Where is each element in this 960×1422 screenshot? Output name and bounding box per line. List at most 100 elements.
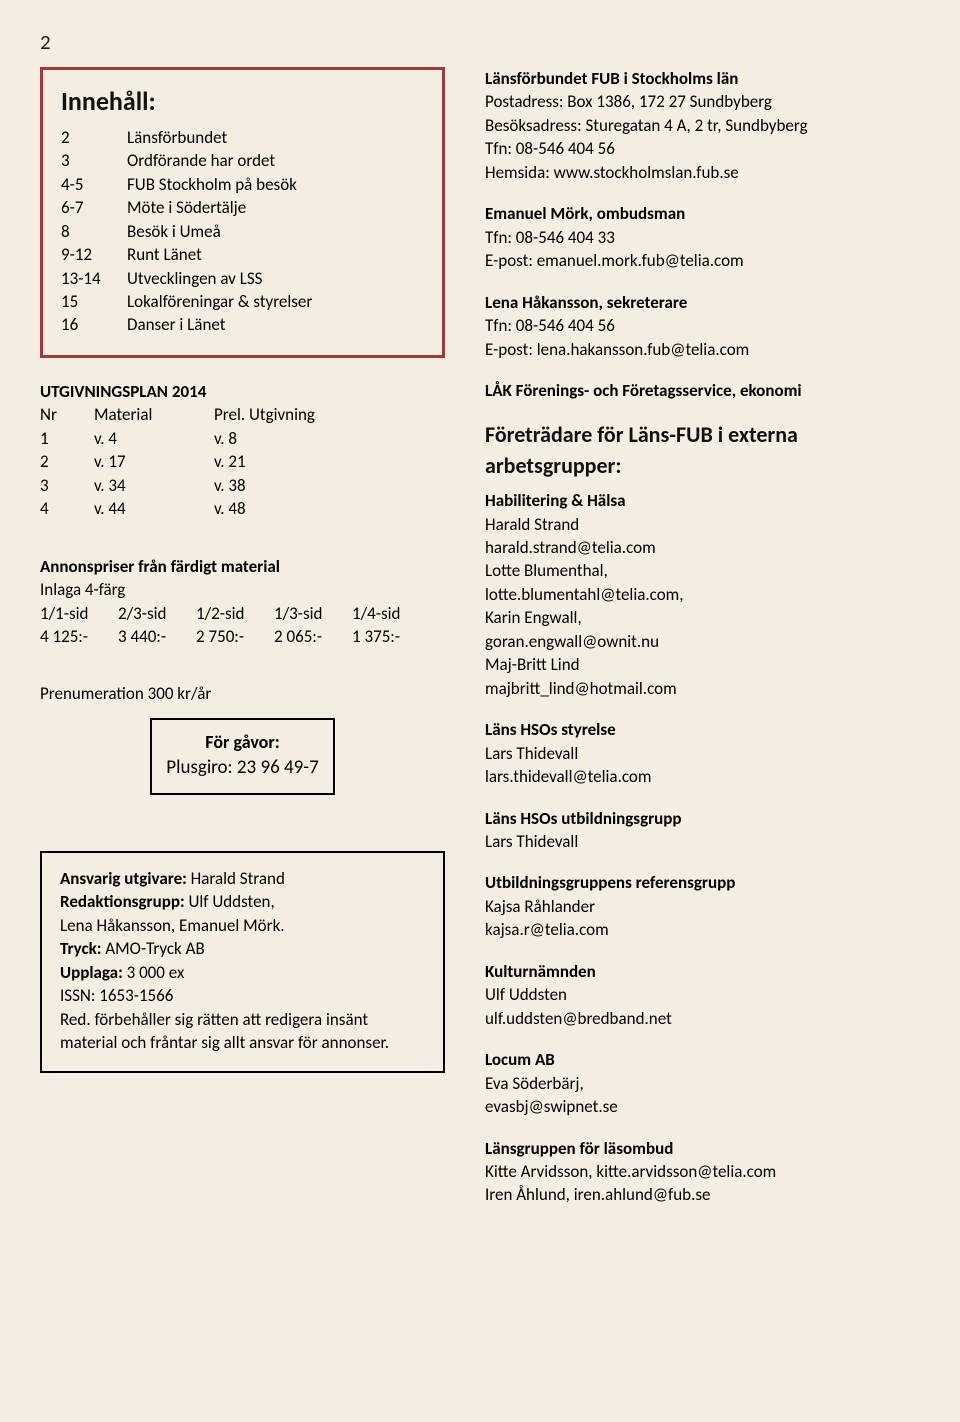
publication-plan-cell: v. 17 — [94, 450, 214, 473]
ad-size-cell: 1/3-sid — [274, 602, 352, 625]
org-info-block: Länsförbundet FUB i Stockholms län Posta… — [485, 67, 920, 184]
colophon-editors-cont: Lena Håkansson, Emanuel Mörk. — [60, 914, 425, 937]
contents-item: 8Besök i Umeå — [61, 220, 424, 243]
org-visiting: Besöksadress: Sturegatan 4 A, 2 tr, Sund… — [485, 114, 920, 137]
publication-plan-cell: v. 21 — [214, 450, 445, 473]
contents-item-label: Lokalföreningar & styrelser — [127, 290, 424, 313]
contacts-list: Emanuel Mörk, ombudsmanTfn: 08-546 404 3… — [485, 202, 920, 402]
contents-item-label: Utvecklingen av LSS — [127, 267, 424, 290]
group-title: Locum AB — [485, 1048, 920, 1071]
contents-item-label: Danser i Länet — [127, 313, 424, 336]
col-header-nr: Nr — [40, 403, 94, 426]
group-block: Locum ABEva Söderbärj,evasbj@swipnet.se — [485, 1048, 920, 1118]
group-line: Lars Thidevall — [485, 742, 920, 765]
contact-line: E-post: lena.hakansson.fub@telia.com — [485, 338, 920, 361]
groups-list: Habilitering & HälsaHarald Strandharald.… — [485, 489, 920, 1207]
contents-item: 3Ordförande har ordet — [61, 149, 424, 172]
colophon-edition: Upplaga: 3 000 ex — [60, 961, 425, 984]
edition-label: Upplaga: — [60, 962, 123, 983]
group-line: goran.engwall@ownit.nu — [485, 630, 920, 653]
colophon-publisher: Ansvarig utgivare: Harald Strand — [60, 867, 425, 890]
contents-item: 2Länsförbundet — [61, 126, 424, 149]
group-block: Läns HSOs styrelseLars Thidevalllars.thi… — [485, 718, 920, 788]
publication-plan-cell: 1 — [40, 427, 94, 450]
publication-plan-cell: v. 38 — [214, 474, 445, 497]
group-line: kajsa.r@telia.com — [485, 918, 920, 941]
contents-item: 16Danser i Länet — [61, 313, 424, 336]
group-line: harald.strand@telia.com — [485, 536, 920, 559]
contents-item-num: 4-5 — [61, 173, 127, 196]
donations-box: För gåvor: Plusgiro: 23 96 49-7 — [150, 718, 334, 795]
editors-value: Ulf Uddsten, — [185, 891, 275, 912]
group-block: Länsgruppen för läsombudKitte Arvidsson,… — [485, 1137, 920, 1207]
ad-sizes-row: 1/1-sid2/3-sid1/2-sid1/3-sid1/4-sid — [40, 602, 445, 625]
contents-item: 6-7Möte i Södertälje — [61, 196, 424, 219]
group-title: Länsgruppen för läsombud — [485, 1137, 920, 1160]
group-line: Harald Strand — [485, 513, 920, 536]
donations-box-wrapper: För gåvor: Plusgiro: 23 96 49-7 — [40, 710, 445, 803]
publisher-label: Ansvarig utgivare: — [60, 868, 187, 889]
contents-item-num: 15 — [61, 290, 127, 313]
publication-plan-row: 4v. 44v. 48 — [40, 497, 445, 520]
contents-item-label: Besök i Umeå — [127, 220, 424, 243]
group-block: Utbildningsgruppens referensgruppKajsa R… — [485, 871, 920, 941]
ad-price-cell: 3 440:- — [118, 625, 196, 648]
publication-plan-cell: 4 — [40, 497, 94, 520]
group-line: lars.thidevall@telia.com — [485, 765, 920, 788]
contents-list: 2Länsförbundet3Ordförande har ordet4-5FU… — [61, 126, 424, 337]
publication-plan-cell: v. 8 — [214, 427, 445, 450]
publication-plan-cell: 2 — [40, 450, 94, 473]
group-line: Iren Åhlund, iren.ahlund@fub.se — [485, 1183, 920, 1206]
ad-size-cell: 1/4-sid — [352, 602, 430, 625]
contents-item-label: FUB Stockholm på besök — [127, 173, 424, 196]
col-header-utgivning: Prel. Utgivning — [214, 403, 445, 426]
col-header-material: Material — [94, 403, 214, 426]
contents-item: 9-12Runt Länet — [61, 243, 424, 266]
publication-plan-header: Nr Material Prel. Utgivning — [40, 403, 445, 426]
contact-name: Lena Håkansson, sekreterare — [485, 291, 920, 314]
group-line: Kajsa Råhlander — [485, 895, 920, 918]
ad-prices-block: Annonspriser från färdigt material Inlag… — [40, 555, 445, 649]
group-title: Kulturnämnden — [485, 960, 920, 983]
org-phone: Tfn: 08-546 404 56 — [485, 137, 920, 160]
contents-box: Innehåll: 2Länsförbundet3Ordförande har … — [40, 67, 445, 358]
group-line: Lotte Blumenthal, — [485, 559, 920, 582]
group-block: KulturnämndenUlf Uddstenulf.uddsten@bred… — [485, 960, 920, 1030]
contact-block: Emanuel Mörk, ombudsmanTfn: 08-546 404 3… — [485, 202, 920, 272]
contents-item-num: 13-14 — [61, 267, 127, 290]
edition-value: 3 000 ex — [123, 962, 185, 983]
ad-price-cell: 1 375:- — [352, 625, 430, 648]
contents-item: 15Lokalföreningar & styrelser — [61, 290, 424, 313]
group-line: Maj-Britt Lind — [485, 653, 920, 676]
group-line: Lars Thidevall — [485, 830, 920, 853]
contents-item: 13-14Utvecklingen av LSS — [61, 267, 424, 290]
left-column: Innehåll: 2Länsförbundet3Ordförande har … — [40, 67, 445, 1225]
colophon-disclaimer: Red. förbehåller sig rätten att redigera… — [60, 1008, 425, 1055]
right-column: Länsförbundet FUB i Stockholms län Posta… — [485, 67, 920, 1225]
contents-item-num: 3 — [61, 149, 127, 172]
ad-size-cell: 2/3-sid — [118, 602, 196, 625]
contact-name: LÅK Förenings- och Företagsservice, ekon… — [485, 379, 920, 402]
contents-item-num: 6-7 — [61, 196, 127, 219]
ad-size-cell: 1/2-sid — [196, 602, 274, 625]
publication-plan-row: 3v. 34v. 38 — [40, 474, 445, 497]
ad-price-cell: 4 125:- — [40, 625, 118, 648]
group-block: Läns HSOs utbildningsgruppLars Thidevall — [485, 807, 920, 854]
contents-item: 4-5FUB Stockholm på besök — [61, 173, 424, 196]
editors-label: Redaktionsgrupp: — [60, 891, 185, 912]
contact-block: LÅK Förenings- och Företagsservice, ekon… — [485, 379, 920, 402]
two-column-layout: Innehåll: 2Länsförbundet3Ordförande har … — [40, 67, 920, 1225]
group-line: evasbj@swipnet.se — [485, 1095, 920, 1118]
org-postal: Postadress: Box 1386, 172 27 Sundbyberg — [485, 90, 920, 113]
ad-prices-row: 4 125:-3 440:-2 750:-2 065:-1 375:- — [40, 625, 445, 648]
contact-line: Tfn: 08-546 404 33 — [485, 226, 920, 249]
contents-item-num: 2 — [61, 126, 127, 149]
group-line: Karin Engwall, — [485, 606, 920, 629]
contents-item-label: Ordförande har ordet — [127, 149, 424, 172]
ad-price-cell: 2 065:- — [274, 625, 352, 648]
group-line: Ulf Uddsten — [485, 983, 920, 1006]
contents-item-num: 16 — [61, 313, 127, 336]
group-title: Läns HSOs styrelse — [485, 718, 920, 741]
contents-item-num: 9-12 — [61, 243, 127, 266]
ad-prices-sub: Inlaga 4-färg — [40, 578, 445, 601]
